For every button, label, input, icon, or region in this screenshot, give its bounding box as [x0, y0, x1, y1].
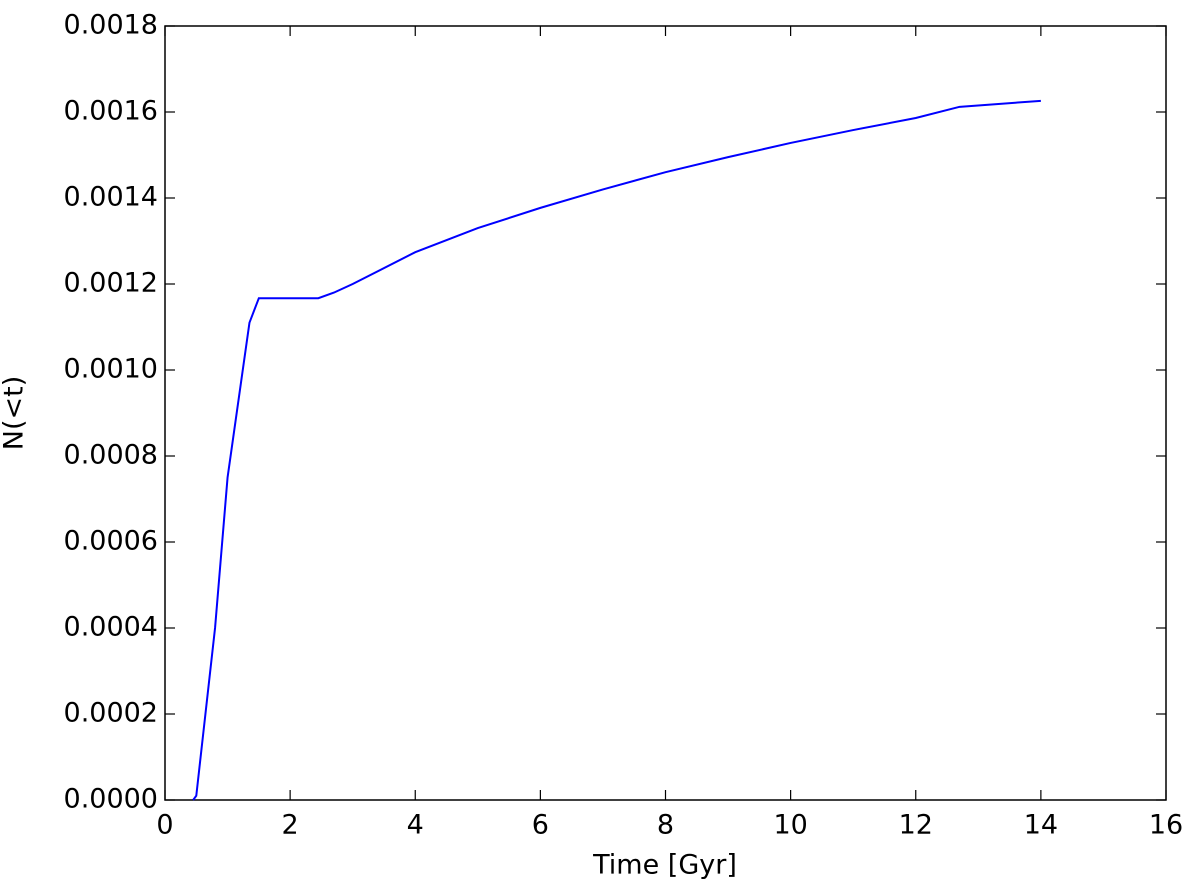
x-tick-label: 0 [156, 810, 173, 841]
y-tick-label: 0.0006 [64, 526, 158, 557]
x-tick-label: 2 [282, 810, 299, 841]
x-tick-label: 16 [1149, 810, 1183, 841]
y-tick-label: 0.0008 [64, 440, 158, 471]
plot-frame [164, 25, 1167, 801]
y-tick-label: 0.0004 [64, 612, 158, 643]
x-tick-label: 12 [899, 810, 933, 841]
y-tick-label: 0.0016 [64, 96, 158, 127]
x-tick-label: 8 [657, 810, 674, 841]
x-tick-label: 6 [532, 810, 549, 841]
x-tick-label: 4 [407, 810, 424, 841]
y-tick-label: 0.0014 [64, 182, 158, 213]
x-tick-label: 10 [773, 810, 807, 841]
y-tick-label: 0.0002 [64, 698, 158, 729]
y-tick-label: 0.0018 [64, 10, 158, 41]
x-tick-label: 14 [1024, 810, 1058, 841]
y-axis-label: N(<t) [0, 376, 30, 450]
x-axis-label: Time [Gyr] [592, 850, 737, 881]
y-tick-label: 0.0010 [64, 354, 158, 385]
y-tick-label: 0.0000 [64, 784, 158, 815]
y-tick-label: 0.0012 [64, 268, 158, 299]
data-line [192, 99, 1041, 801]
